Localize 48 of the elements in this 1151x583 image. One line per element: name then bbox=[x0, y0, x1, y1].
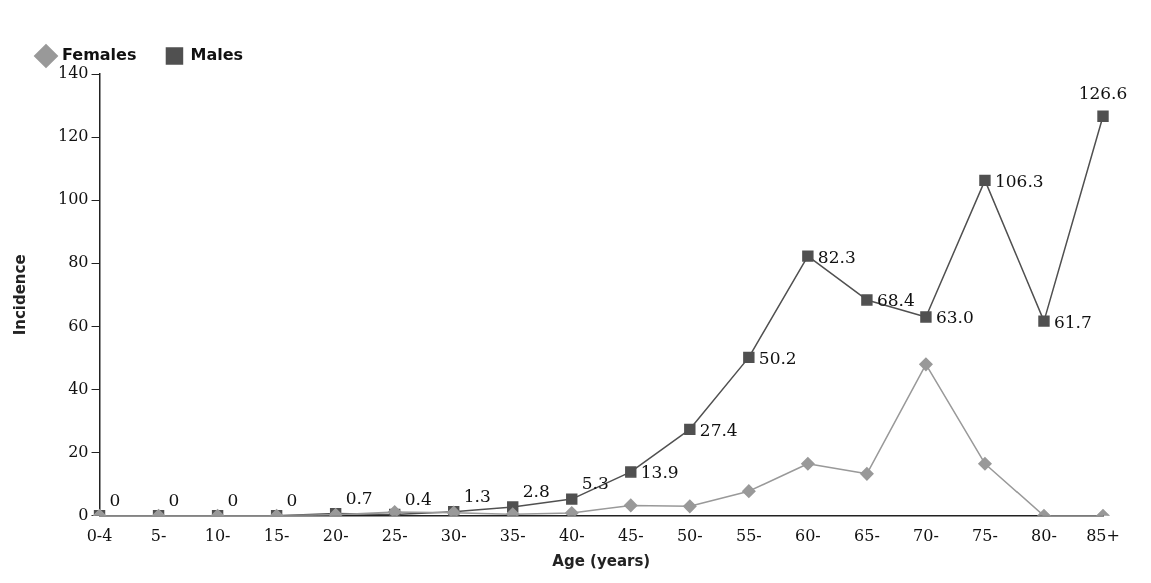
data-label: 2.8 bbox=[522, 481, 550, 502]
x-tick-label: 35- bbox=[499, 525, 526, 545]
x-tick-label: 5- bbox=[150, 525, 167, 545]
y-tick-label: 20 bbox=[68, 441, 89, 461]
x-tick-label: 0-4 bbox=[86, 525, 113, 545]
data-label: 27.4 bbox=[699, 419, 738, 440]
x-axis-title: Age (years) bbox=[552, 551, 651, 570]
y-tick-label: 140 bbox=[57, 63, 89, 83]
data-label: 68.4 bbox=[876, 290, 915, 311]
data-label: 0 bbox=[109, 490, 121, 511]
legend-label: Females bbox=[62, 45, 137, 65]
x-tick-label: 70- bbox=[913, 525, 939, 545]
y-tick-label: 100 bbox=[57, 189, 89, 209]
x-tick-label: 75- bbox=[972, 525, 998, 545]
y-tick-label: 0 bbox=[78, 504, 89, 524]
data-label: 0 bbox=[168, 490, 180, 511]
y-tick-label: 60 bbox=[68, 315, 89, 335]
data-label: 82.3 bbox=[817, 246, 856, 267]
data-label: 13.9 bbox=[640, 462, 679, 483]
data-label: 0.4 bbox=[404, 488, 432, 509]
data-label: 1.3 bbox=[463, 486, 491, 507]
x-tick-label: 20- bbox=[322, 525, 349, 545]
y-tick-label: 120 bbox=[57, 126, 89, 146]
x-tick-label: 15- bbox=[263, 525, 290, 545]
x-tick-label: 50- bbox=[676, 525, 703, 545]
x-tick-label: 30- bbox=[440, 525, 467, 545]
data-label: 61.7 bbox=[1053, 311, 1092, 332]
y-axis-title: Incidence bbox=[10, 254, 29, 336]
x-tick-label: 60- bbox=[794, 525, 821, 545]
x-tick-label: 65- bbox=[854, 525, 880, 545]
x-tick-label: 45- bbox=[617, 525, 644, 545]
data-label: 50.2 bbox=[758, 347, 797, 368]
legend-label: Males bbox=[190, 45, 244, 65]
data-label: 106.3 bbox=[994, 170, 1044, 191]
x-tick-label: 10- bbox=[204, 525, 231, 545]
data-label: 5.3 bbox=[581, 473, 609, 494]
data-label: 0 bbox=[227, 490, 239, 511]
x-tick-label: 85+ bbox=[1086, 525, 1120, 545]
data-label: 0 bbox=[286, 490, 298, 511]
x-tick-label: 40- bbox=[558, 525, 585, 545]
y-tick-label: 80 bbox=[68, 252, 89, 272]
data-label: 126.6 bbox=[1078, 82, 1128, 103]
y-tick-label: 40 bbox=[68, 378, 89, 398]
x-tick-label: 25- bbox=[381, 525, 408, 545]
data-label: 0.7 bbox=[345, 488, 373, 509]
x-tick-label: 80- bbox=[1031, 525, 1057, 545]
x-tick-label: 55- bbox=[735, 525, 762, 545]
data-label: 63.0 bbox=[935, 307, 974, 328]
